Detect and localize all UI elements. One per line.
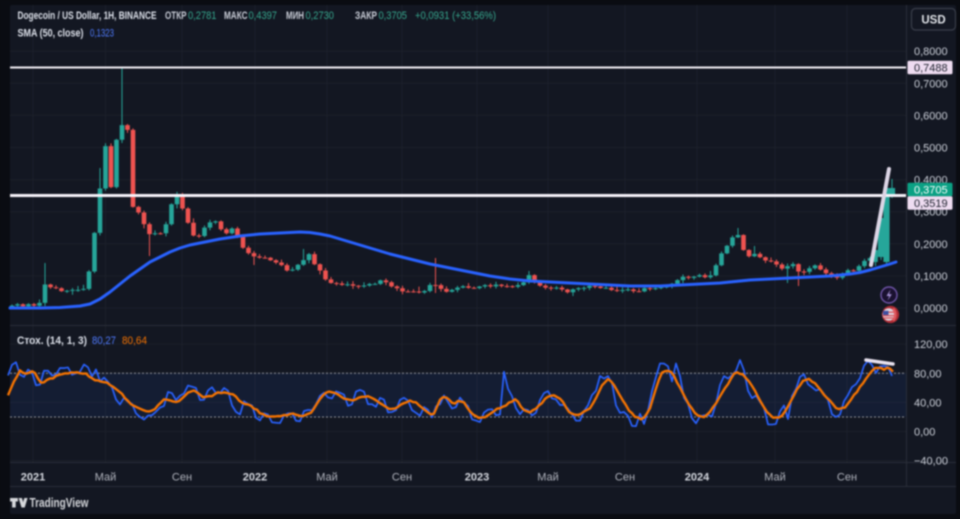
svg-text:ОТКР: ОТКР <box>165 10 187 22</box>
svg-text:0,8000: 0,8000 <box>914 46 948 58</box>
svg-text:+0,0931 (+33,56%): +0,0931 (+33,56%) <box>415 10 496 22</box>
svg-text:−40,00: −40,00 <box>914 456 948 468</box>
svg-text:0,3705: 0,3705 <box>379 10 408 22</box>
svg-text:Сен: Сен <box>392 472 412 484</box>
svg-text:0,5000: 0,5000 <box>914 143 948 155</box>
svg-text:Май: Май <box>316 472 338 484</box>
svg-text:40,00: 40,00 <box>914 397 942 409</box>
svg-text:2021: 2021 <box>21 472 45 484</box>
svg-text:0,0000: 0,0000 <box>914 303 948 315</box>
svg-text:Май: Май <box>537 472 559 484</box>
svg-text:ЗАКР: ЗАКР <box>355 10 377 22</box>
svg-text:0,3519: 0,3519 <box>914 198 948 210</box>
svg-text:0,7488: 0,7488 <box>914 63 948 75</box>
svg-text:0,7000: 0,7000 <box>914 78 948 90</box>
svg-text:2022: 2022 <box>243 472 267 484</box>
svg-text:2024: 2024 <box>685 472 710 484</box>
svg-text:Стох. (14, 1, 3): Стох. (14, 1, 3) <box>17 335 87 347</box>
svg-text:МИН: МИН <box>286 10 304 22</box>
svg-text:0,1000: 0,1000 <box>914 271 948 283</box>
svg-text:0,2730: 0,2730 <box>306 10 335 22</box>
svg-text:0,2000: 0,2000 <box>914 239 948 251</box>
svg-text:0,3705: 0,3705 <box>914 185 948 197</box>
svg-text:Dogecoin / US Dollar, 1H, BINA: Dogecoin / US Dollar, 1H, BINANCE <box>18 10 157 22</box>
svg-text:0,4397: 0,4397 <box>249 10 278 22</box>
svg-text:SMA (50, close): SMA (50, close) <box>18 28 84 40</box>
svg-text:Сен: Сен <box>172 472 192 484</box>
svg-text:Май: Май <box>95 472 117 484</box>
svg-text:TradingView: TradingView <box>30 496 89 510</box>
svg-text:0,6000: 0,6000 <box>914 110 948 122</box>
svg-text:USD: USD <box>921 15 945 27</box>
svg-text:Сен: Сен <box>837 472 857 484</box>
svg-text:МАКС: МАКС <box>224 10 248 22</box>
svg-text:120,00: 120,00 <box>914 339 948 351</box>
svg-text:Май: Май <box>764 472 786 484</box>
svg-text:0,2781: 0,2781 <box>188 10 217 22</box>
svg-text:80,27: 80,27 <box>92 335 116 347</box>
svg-text:0,1323: 0,1323 <box>90 28 114 40</box>
svg-text:80,00: 80,00 <box>914 368 942 380</box>
svg-text:2023: 2023 <box>465 472 489 484</box>
svg-text:0,00: 0,00 <box>914 427 935 439</box>
svg-text:80,64: 80,64 <box>122 335 147 347</box>
svg-text:Сен: Сен <box>615 472 635 484</box>
